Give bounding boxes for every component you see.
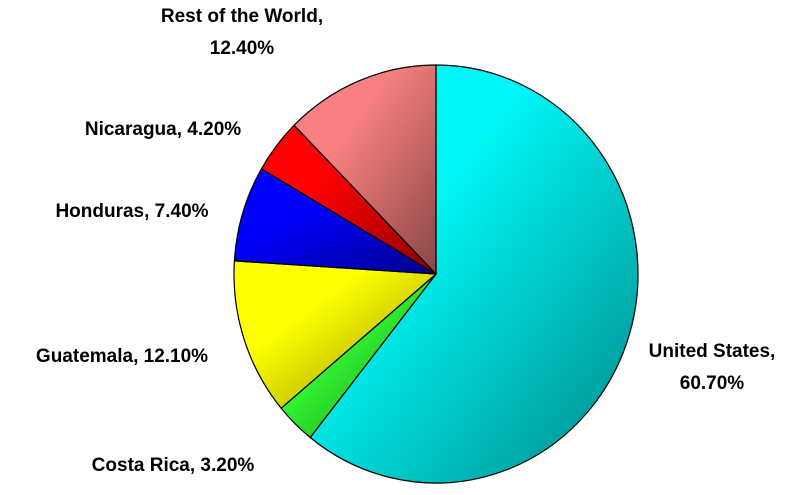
data-label: Nicaragua, 4.20% — [85, 119, 241, 140]
pie-slice — [293, 64, 437, 276]
pie-slice — [233, 260, 438, 410]
pie-slice — [233, 167, 437, 275]
data-label: Honduras, 7.40% — [55, 201, 208, 222]
pie-slice — [309, 64, 639, 484]
data-label: Guatemala, 12.10% — [36, 346, 208, 367]
data-label: Costa Rica, 3.20% — [92, 455, 255, 476]
data-label: United States, 60.70% — [649, 341, 776, 394]
data-label: Rest of the World, 12.40% — [161, 6, 323, 59]
